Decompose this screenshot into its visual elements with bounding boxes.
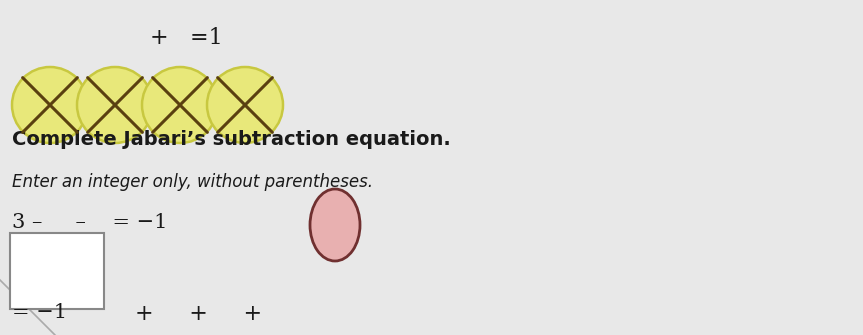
FancyBboxPatch shape <box>10 233 104 309</box>
Text: +     +     +: + + + <box>135 303 262 325</box>
Circle shape <box>12 67 88 143</box>
Text: +   =1: + =1 <box>150 27 223 49</box>
Text: = −1: = −1 <box>12 303 67 322</box>
Ellipse shape <box>310 189 360 261</box>
Circle shape <box>77 67 153 143</box>
Text: Enter an integer only, without parentheses.: Enter an integer only, without parenthes… <box>12 173 373 191</box>
Circle shape <box>207 67 283 143</box>
Circle shape <box>142 67 218 143</box>
Text: 3 –     –    = −1: 3 – – = −1 <box>12 213 167 232</box>
Text: Complete Jabari’s subtraction equation.: Complete Jabari’s subtraction equation. <box>12 130 450 149</box>
